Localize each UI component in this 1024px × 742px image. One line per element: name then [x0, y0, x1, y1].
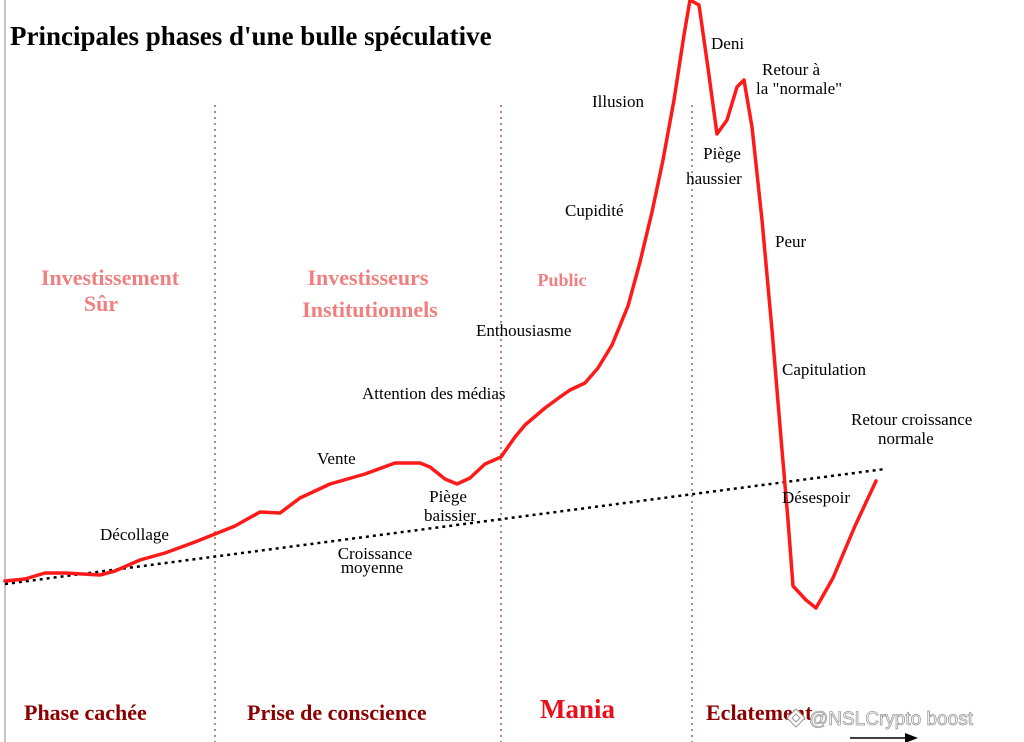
- label-piege-haussier-line2: haussier: [686, 169, 742, 188]
- label-enthousiasme: Enthousiasme: [476, 321, 571, 340]
- label-capitulation: Capitulation: [782, 360, 867, 379]
- label-decollage: Décollage: [100, 525, 169, 544]
- label-retour-normale-line1: Retour à: [762, 60, 821, 79]
- label-retour-croissance-line2: normale: [878, 429, 934, 448]
- label-cupidite: Cupidité: [565, 201, 624, 220]
- phase-mania: Mania: [540, 694, 616, 724]
- phase-cachee: Phase cachée: [24, 700, 147, 725]
- phase-prise-conscience: Prise de conscience: [247, 700, 427, 725]
- watermark-text: @NSLCrypto boost: [809, 709, 974, 730]
- label-croissance-line2: moyenne: [341, 558, 403, 577]
- label-peur: Peur: [775, 232, 807, 251]
- label-attention-medias: Attention des médias: [362, 384, 506, 403]
- group-institutionnels-line1: Investisseurs: [307, 265, 428, 290]
- label-illusion: Illusion: [592, 92, 644, 111]
- phase-dividers: [214, 105, 693, 742]
- label-piege-baissier-line2: baissier: [424, 506, 476, 525]
- label-piege-baissier-line1: Piège: [429, 487, 467, 506]
- axis-arrow: [850, 733, 918, 742]
- label-vente: Vente: [317, 449, 356, 468]
- watermark: @NSLCrypto boost: [786, 708, 974, 730]
- average-growth-line: [4, 467, 886, 586]
- label-croissance-line1: Croissance: [338, 544, 413, 563]
- label-retour-croissance-line1: Retour croissance: [851, 410, 972, 429]
- label-deni: Deni: [711, 34, 744, 53]
- binance-diamond-icon: [786, 708, 806, 728]
- group-institutionnels-line2: Institutionnels: [302, 297, 438, 322]
- label-piege-haussier-line1: Piège: [703, 144, 741, 163]
- group-public: Public: [537, 270, 586, 290]
- label-retour-normale-line2: la "normale": [756, 79, 842, 98]
- group-investissement-sur-line1: Investissement: [41, 265, 180, 290]
- diagram-title: Principales phases d'une bulle spéculati…: [10, 21, 492, 51]
- bubble-curve: [3, 0, 878, 610]
- label-desespoir: Désespoir: [782, 488, 850, 507]
- group-investissement-sur-line2: Sûr: [84, 291, 118, 316]
